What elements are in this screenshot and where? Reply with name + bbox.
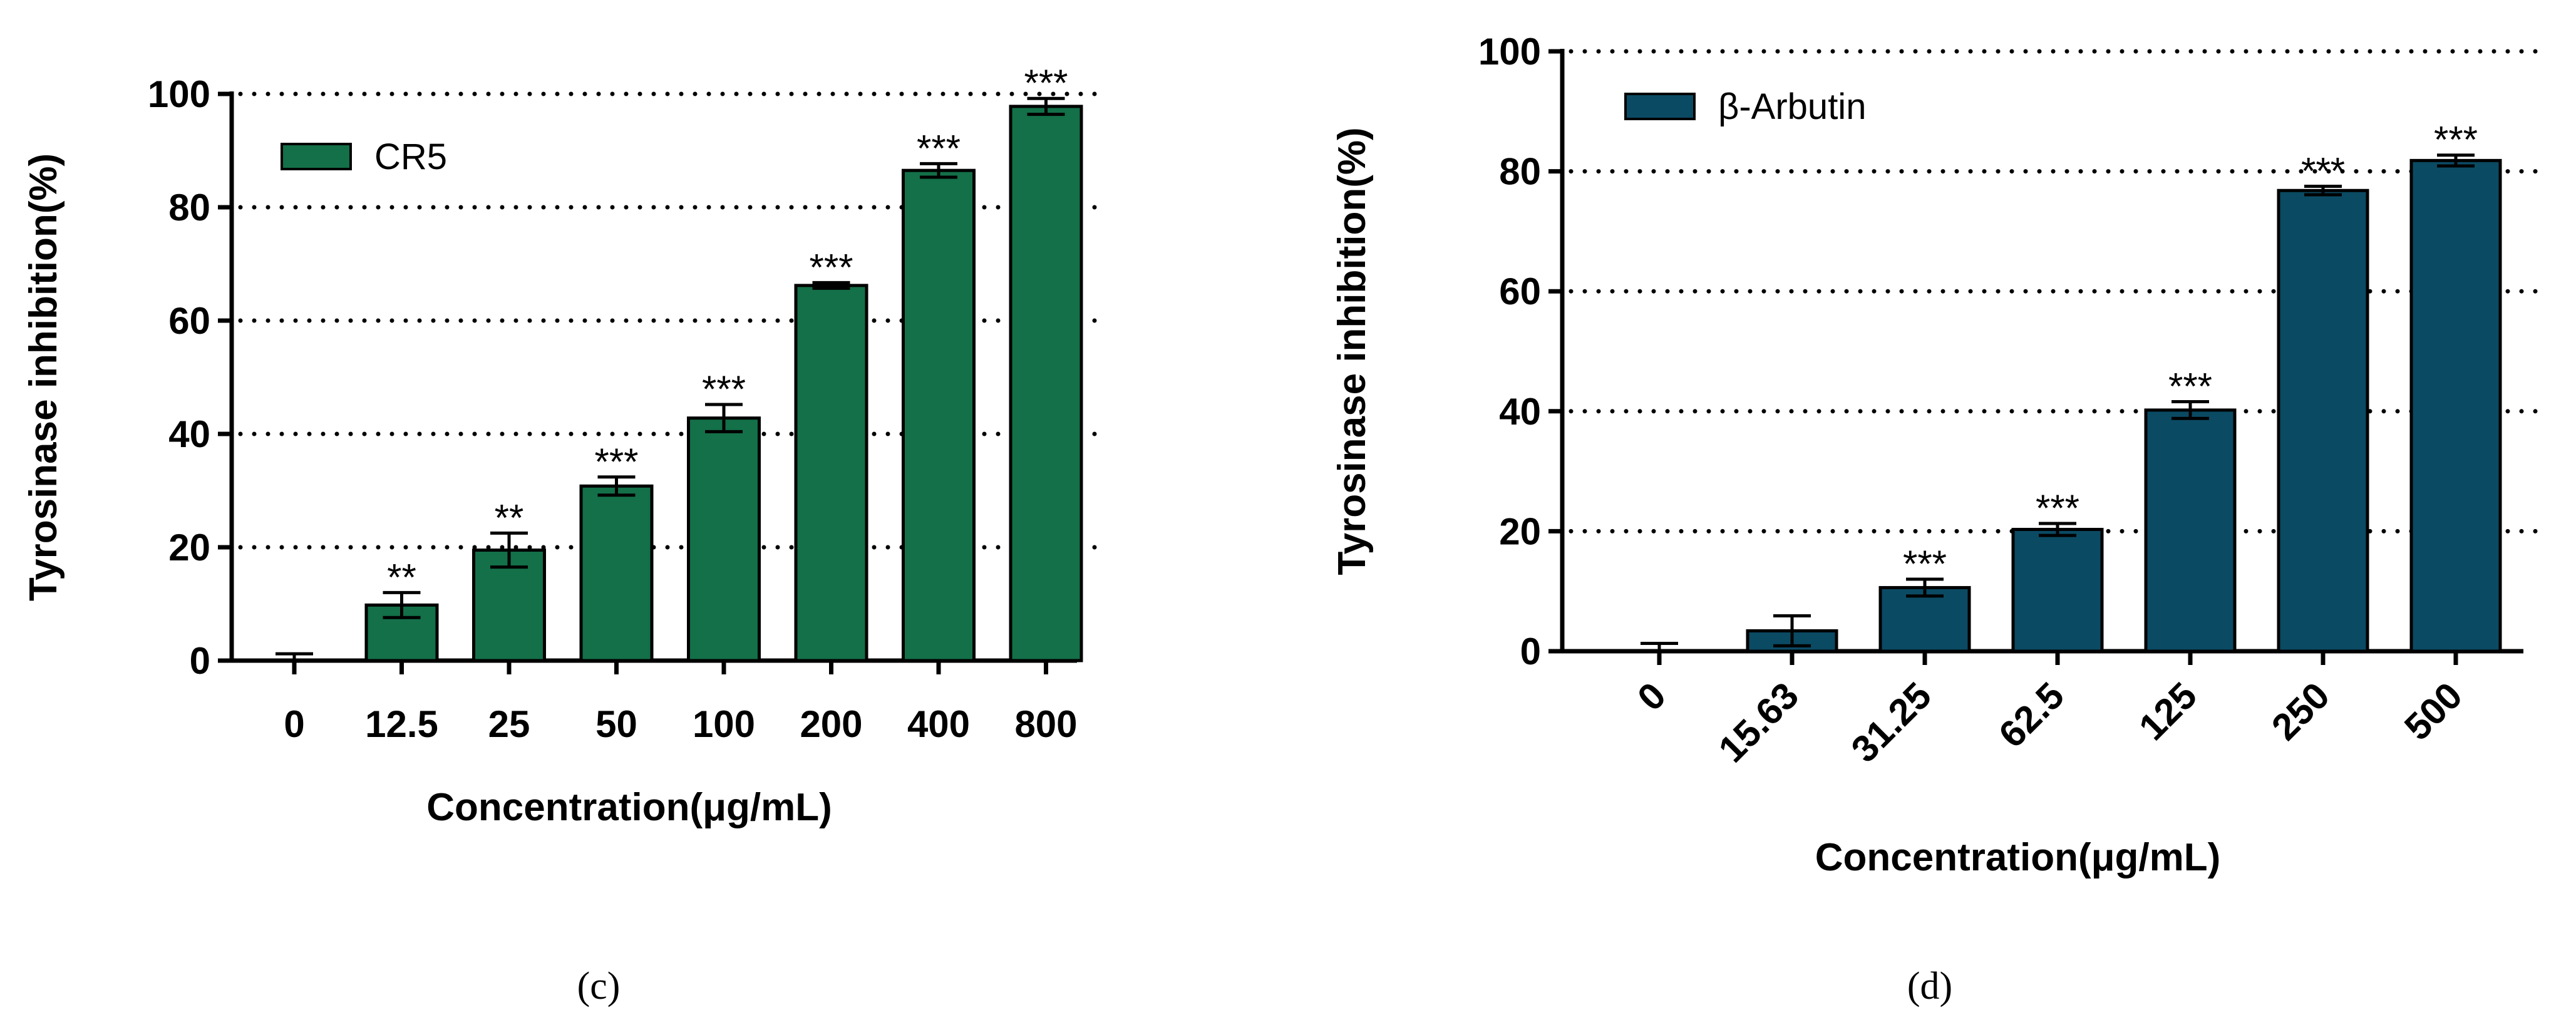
significance-label: *** [1024,62,1068,104]
significance-label: ** [387,556,416,598]
bar-200 [794,284,868,662]
error-bar-15.63 [1773,614,1811,647]
y-tick-label: 40 [1499,391,1541,433]
legend-swatch [1624,93,1696,120]
chart-panel-c: 0 20 40 60 80 100 0 12.5 ** 25 ** 50 *** 100 *** 200 ***… [22,62,1105,829]
error-bar-500 [2437,153,2475,168]
y-tick-label: 20 [1499,510,1541,552]
error-bar-50 [597,475,636,497]
error-bar-250 [2304,185,2342,197]
significance-label: *** [1903,543,1947,585]
error-bar-200 [812,281,850,290]
error-bar-62.5 [2039,522,2076,537]
significance-label: *** [2036,487,2079,529]
bar-62.5 [2011,528,2104,653]
x-tick-label: 200 [800,703,862,745]
x-tick-label: 800 [1014,703,1077,745]
bar-250 [2277,188,2369,653]
y-tick-label: 60 [168,300,210,342]
bar-50 [579,484,654,662]
error-bar-100 [705,403,743,433]
x-axis-title: Concentration(μg/mL) [426,786,832,829]
x-axis-title: Concentration(μg/mL) [1815,836,2221,879]
significance-label: *** [2434,119,2478,161]
x-tick-label: 500 [2396,674,2470,748]
y-tick-label: 40 [168,413,210,455]
x-tick-label: 0 [1629,674,1674,719]
significance-label: *** [2168,365,2212,407]
x-tick-label: 100 [693,703,755,745]
legend-label: β-Arbutin [1718,86,1866,127]
y-tick-label: 20 [168,527,210,569]
x-tick-label: 31.25 [1843,674,1940,771]
x-tick-label: 125 [2131,674,2205,748]
y-tick-label: 100 [1478,31,1541,73]
y-axis-title: Tyrosinase inhibition(%) [1331,127,1374,575]
panel-label-d: (d) [1907,965,1952,1007]
bar-100 [687,416,761,662]
x-tick-label: 12.5 [365,703,438,745]
error-bar-400 [920,162,957,179]
x-tick-label: 400 [907,703,970,745]
y-tick-label: 60 [1499,271,1541,312]
error-bar-12.5 [383,590,421,619]
x-tick-label: 15.63 [1711,674,1807,771]
error-bar-0 [276,652,313,661]
bar-500 [2409,158,2502,653]
significance-label: ** [495,497,524,538]
significance-label: *** [594,441,638,483]
legend-label: CR5 [374,137,447,177]
significance-label: *** [917,127,961,169]
bar-125 [2144,408,2237,653]
y-tick-label: 100 [148,73,210,115]
x-tick-label: 50 [595,703,637,745]
bar-400 [902,168,976,662]
significance-label: *** [2301,150,2345,192]
y-tick-label: 80 [1499,151,1541,193]
error-bar-125 [2172,399,2209,420]
panel-label-c: (c) [577,965,621,1007]
y-tick-label: 0 [190,640,210,682]
error-bar-0 [1641,642,1678,651]
bar-31.25 [1878,585,1971,653]
error-bar-25 [490,531,528,569]
x-tick-label: 25 [488,703,530,745]
bar-800 [1009,105,1083,662]
x-tick-label: 250 [2264,674,2337,748]
chart-panel-d: 0 20 40 60 80 100 0 15.63 31.25 *** 62.5 *** 125 *** 2… [1331,31,2551,879]
error-bar-800 [1027,96,1065,116]
error-bar-31.25 [1906,577,1944,598]
significance-label: *** [702,368,746,410]
x-tick-label: 0 [284,703,304,745]
y-tick-label: 0 [1520,631,1541,672]
significance-label: *** [809,246,853,288]
y-axis-title: Tyrosinase inhibition(%) [22,153,65,601]
x-tick-label: 62.5 [1991,674,2072,756]
y-tick-label: 80 [168,187,210,229]
legend-swatch [281,143,352,170]
